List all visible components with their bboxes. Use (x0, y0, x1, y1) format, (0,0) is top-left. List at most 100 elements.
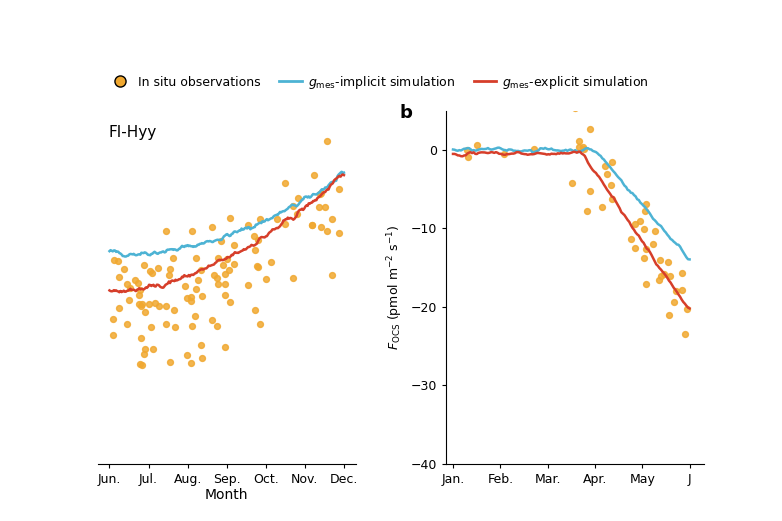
Point (315, 189, 328, 197)
Point (224, 297, 236, 306)
Point (145, 324, 157, 332)
Point (228, 260, 241, 268)
Point (629, 244, 641, 252)
Point (321, 227, 333, 235)
Point (143, 300, 156, 308)
Point (658, 270, 670, 278)
Point (135, 334, 148, 343)
Point (252, 263, 264, 271)
Point (528, 144, 540, 153)
Point (113, 304, 125, 313)
Point (212, 254, 224, 263)
Point (326, 215, 339, 224)
Point (566, 178, 579, 187)
Point (163, 265, 176, 273)
Point (224, 214, 236, 222)
Point (278, 220, 291, 228)
Point (662, 311, 675, 319)
Point (260, 275, 272, 283)
Y-axis label: $F_{\rm OCS}$ (pmol m$^{-2}$ s$^{-1}$): $F_{\rm OCS}$ (pmol m$^{-2}$ s$^{-1}$) (386, 225, 405, 350)
Point (584, 187, 597, 195)
Point (313, 203, 325, 212)
Point (163, 358, 176, 366)
Point (146, 268, 159, 277)
Point (112, 257, 124, 266)
Point (206, 316, 218, 324)
Point (640, 245, 652, 254)
Point (306, 221, 318, 229)
Point (577, 142, 590, 151)
Point (291, 209, 303, 218)
Point (278, 179, 291, 187)
Point (138, 350, 150, 358)
Point (640, 200, 652, 208)
Point (676, 286, 688, 294)
Point (315, 222, 328, 231)
Point (653, 276, 665, 284)
Point (196, 354, 209, 362)
Point (271, 215, 283, 224)
Point (163, 271, 175, 280)
Point (208, 271, 221, 279)
Point (681, 305, 694, 313)
Point (167, 254, 179, 263)
Point (638, 253, 651, 262)
Point (106, 315, 119, 323)
Point (134, 286, 146, 294)
Point (113, 273, 125, 281)
Point (242, 281, 254, 290)
Point (287, 274, 300, 282)
Point (160, 227, 173, 235)
Point (196, 340, 208, 349)
Point (578, 145, 590, 154)
Point (663, 271, 676, 280)
Point (655, 271, 668, 280)
X-axis label: Month: Month (205, 489, 249, 502)
Point (108, 255, 120, 264)
Point (219, 270, 231, 279)
Point (306, 221, 318, 229)
Point (461, 153, 474, 161)
Point (242, 220, 254, 229)
Point (580, 207, 593, 215)
Point (573, 143, 586, 151)
Point (131, 279, 144, 287)
Point (128, 276, 141, 284)
Point (179, 282, 192, 290)
Point (146, 344, 159, 353)
Point (211, 321, 224, 330)
Point (252, 236, 264, 244)
Point (139, 307, 152, 316)
Point (461, 146, 473, 154)
Point (219, 342, 231, 351)
Point (181, 351, 193, 359)
Point (319, 203, 332, 211)
Point (135, 301, 148, 309)
Point (188, 312, 201, 320)
Point (160, 319, 172, 328)
Point (149, 299, 161, 307)
Point (265, 258, 278, 266)
Point (649, 227, 662, 235)
Point (634, 217, 647, 226)
Point (190, 284, 203, 293)
Point (185, 293, 197, 301)
Point (249, 245, 261, 254)
Legend: In situ observations, $g_{\rm mes}$-implicit simulation, $g_{\rm mes}$-explicit : In situ observations, $g_{\rm mes}$-impl… (104, 69, 654, 96)
Point (573, 137, 586, 145)
Point (133, 291, 145, 299)
Point (169, 323, 181, 331)
Point (185, 322, 198, 330)
Point (606, 195, 619, 203)
Point (647, 240, 659, 248)
Point (196, 265, 208, 274)
Point (124, 283, 137, 292)
Point (569, 104, 581, 112)
Point (605, 158, 618, 167)
Point (333, 229, 346, 238)
Point (253, 215, 266, 223)
Point (214, 237, 227, 245)
Point (654, 256, 666, 264)
Point (601, 170, 613, 179)
Point (308, 171, 321, 179)
